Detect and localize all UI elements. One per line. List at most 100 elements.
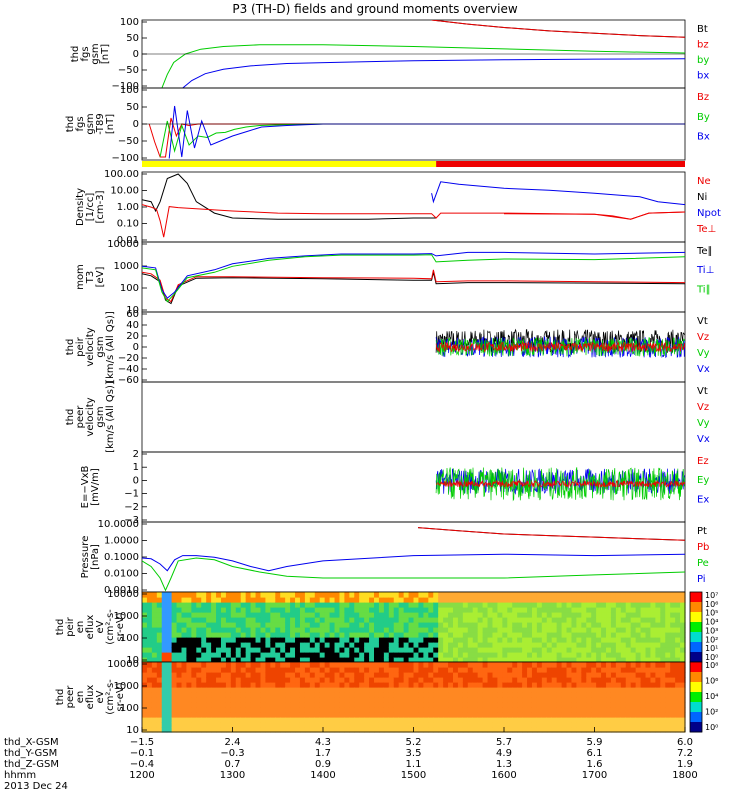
x-tick-value: 1.6 xyxy=(587,759,603,770)
series-Pi xyxy=(142,553,685,572)
y-tick-label: 10000 xyxy=(107,589,139,600)
series-Te⊥ xyxy=(142,269,685,303)
y-tick-label: 10000 xyxy=(107,239,139,250)
y-tick-label: 0.1000 xyxy=(104,552,139,563)
colorbar-tick: 10³ xyxy=(705,626,718,635)
x-row-label: hhmm xyxy=(4,770,36,781)
series-Ne2 xyxy=(503,211,685,220)
y-label-line: (cm²-s- xyxy=(105,609,116,645)
panel-fgs: 100 50 0 −50 −100 thd fgs gsm [nT] Bt bz by bx xyxy=(70,17,709,92)
y-tick-label: 60 xyxy=(126,309,139,320)
panel-frame xyxy=(141,381,686,453)
y-tick-label: 50 xyxy=(126,102,139,113)
colorbar-tick: 10⁴ xyxy=(705,692,718,701)
panel-fgs_minus_t89: 100 50 0 −50 −100 thd fgs gsm -T89 [nT] Bz By Bx xyxy=(65,85,710,164)
y-tick-label: −50 xyxy=(118,136,139,147)
y-tick-label: 100 xyxy=(120,85,139,96)
y-label-line: eV xyxy=(95,690,106,703)
y-label-line: fgs xyxy=(80,46,91,61)
y-label-line: peer xyxy=(75,405,86,429)
y-tick-label: 0.10 xyxy=(117,219,139,230)
y-tick-label: −60 xyxy=(118,375,139,386)
plot-title: P3 (TH-D) fields and ground moments over… xyxy=(232,2,518,16)
x-tick-value: 2.4 xyxy=(225,737,241,748)
y-tick-label: 0 xyxy=(133,119,139,130)
legend-Vx: Vx xyxy=(697,364,710,375)
x-tick-value: 6.1 xyxy=(587,748,603,759)
legend-Bx: Bx xyxy=(697,132,710,143)
x-tick-value: −0.4 xyxy=(130,759,154,770)
y-axis-label: thd peir en eflux eV (cm²-s-sr-eV) xyxy=(55,609,126,645)
panel-temperature: 10000 1000 100 10 mom T3 [eV] Te∥ Ti⊥ Ti∥ xyxy=(75,239,714,316)
y-label-line: gsm xyxy=(85,113,96,134)
y-label-line: [cm-3] xyxy=(95,190,106,223)
x-tick-value: 1600 xyxy=(491,770,516,781)
series-bx xyxy=(182,58,685,88)
series-group xyxy=(142,527,685,592)
colorbar-tick: 10⁵ xyxy=(705,609,718,618)
y-label-line: E=−VxB xyxy=(80,466,91,509)
y-label-line: thd xyxy=(65,409,76,426)
x-tick-value: 1.9 xyxy=(677,759,693,770)
legend-Te∥: Te∥ xyxy=(696,246,713,257)
series-Ne xyxy=(142,204,685,238)
legend-Ex: Ex xyxy=(697,494,709,505)
legend-Vx: Vx xyxy=(697,434,710,445)
y-label-line: thd xyxy=(65,116,76,133)
colorbar-tick: 10² xyxy=(705,635,718,644)
y-label-line: en xyxy=(75,691,86,704)
y-tick-label: −100 xyxy=(112,81,139,92)
legend-Vt: Vt xyxy=(697,386,708,397)
y-tick-label: 10 xyxy=(126,305,139,316)
y-label-line: [mV/m] xyxy=(90,468,101,506)
mode-bar-segment xyxy=(436,161,685,167)
panel-peir_eflux: 10⁷10⁶10⁵10⁴10³10²10¹10⁰10000100010010th… xyxy=(55,589,718,666)
panel-frame xyxy=(141,171,686,243)
y-tick-label: 1000 xyxy=(114,261,139,272)
y-label-line: en xyxy=(75,621,86,634)
y-label-line: velocity xyxy=(85,327,96,366)
colorbar-tick: 10² xyxy=(705,708,718,717)
legend-Pe: Pe xyxy=(697,558,709,569)
series-group xyxy=(142,251,685,305)
y-label-line: gsm xyxy=(95,336,106,357)
x-tick-value: −0.1 xyxy=(130,748,154,759)
y-label-line: thd xyxy=(55,619,66,636)
series-Te∥ xyxy=(142,272,685,305)
x-tick-value: 5.9 xyxy=(587,737,603,748)
y-axis-label: Density [1/cc] [cm-3] xyxy=(75,188,106,226)
series-Ti⊥ xyxy=(142,251,685,299)
y-tick-label: 0 xyxy=(133,49,139,60)
legend-By: By xyxy=(697,112,710,123)
x-tick-value: 5.7 xyxy=(496,737,512,748)
legend-bx: bx xyxy=(697,71,709,82)
x-tick-value: 1400 xyxy=(310,770,335,781)
colorbar-tick: 10¹ xyxy=(705,644,718,653)
y-tick-label: −20 xyxy=(118,353,139,364)
legend-Ti∥: Ti∥ xyxy=(696,284,711,295)
colorbar-tick: 10⁶ xyxy=(705,677,718,686)
legend-Ne: Ne xyxy=(697,176,711,187)
legend-Te⊥: Te⊥ xyxy=(696,224,716,235)
x-row-label: thd_X-GSM xyxy=(4,737,59,748)
panel-density: 100.00 10.00 1.00 0.10 0.01 Density [1/cc] [cm-… xyxy=(75,169,721,246)
x-tick-value: 4.3 xyxy=(315,737,331,748)
y-tick-label: −2 xyxy=(124,502,139,513)
legend-Npot: Npot xyxy=(697,208,721,219)
y-tick-label: 100 xyxy=(120,17,139,28)
series-Vz xyxy=(435,341,685,353)
series-Ez xyxy=(436,479,685,489)
legend-Vz: Vz xyxy=(697,402,709,413)
y-label-line: [nT] xyxy=(100,44,111,64)
y-label-line: thd xyxy=(55,689,66,706)
series-Vy xyxy=(435,337,685,357)
x-tick-value: 1500 xyxy=(401,770,426,781)
y-axis-label: E=−VxB [mV/m] xyxy=(80,466,101,509)
series-Bx xyxy=(168,105,685,159)
colorbar-tick: 10⁴ xyxy=(705,618,718,627)
legend-Pb: Pb xyxy=(697,542,709,553)
y-axis-label: Pressure [nPa] xyxy=(80,536,101,579)
y-label-line: mom xyxy=(75,264,86,290)
y-tick-label: 0 xyxy=(133,342,139,353)
